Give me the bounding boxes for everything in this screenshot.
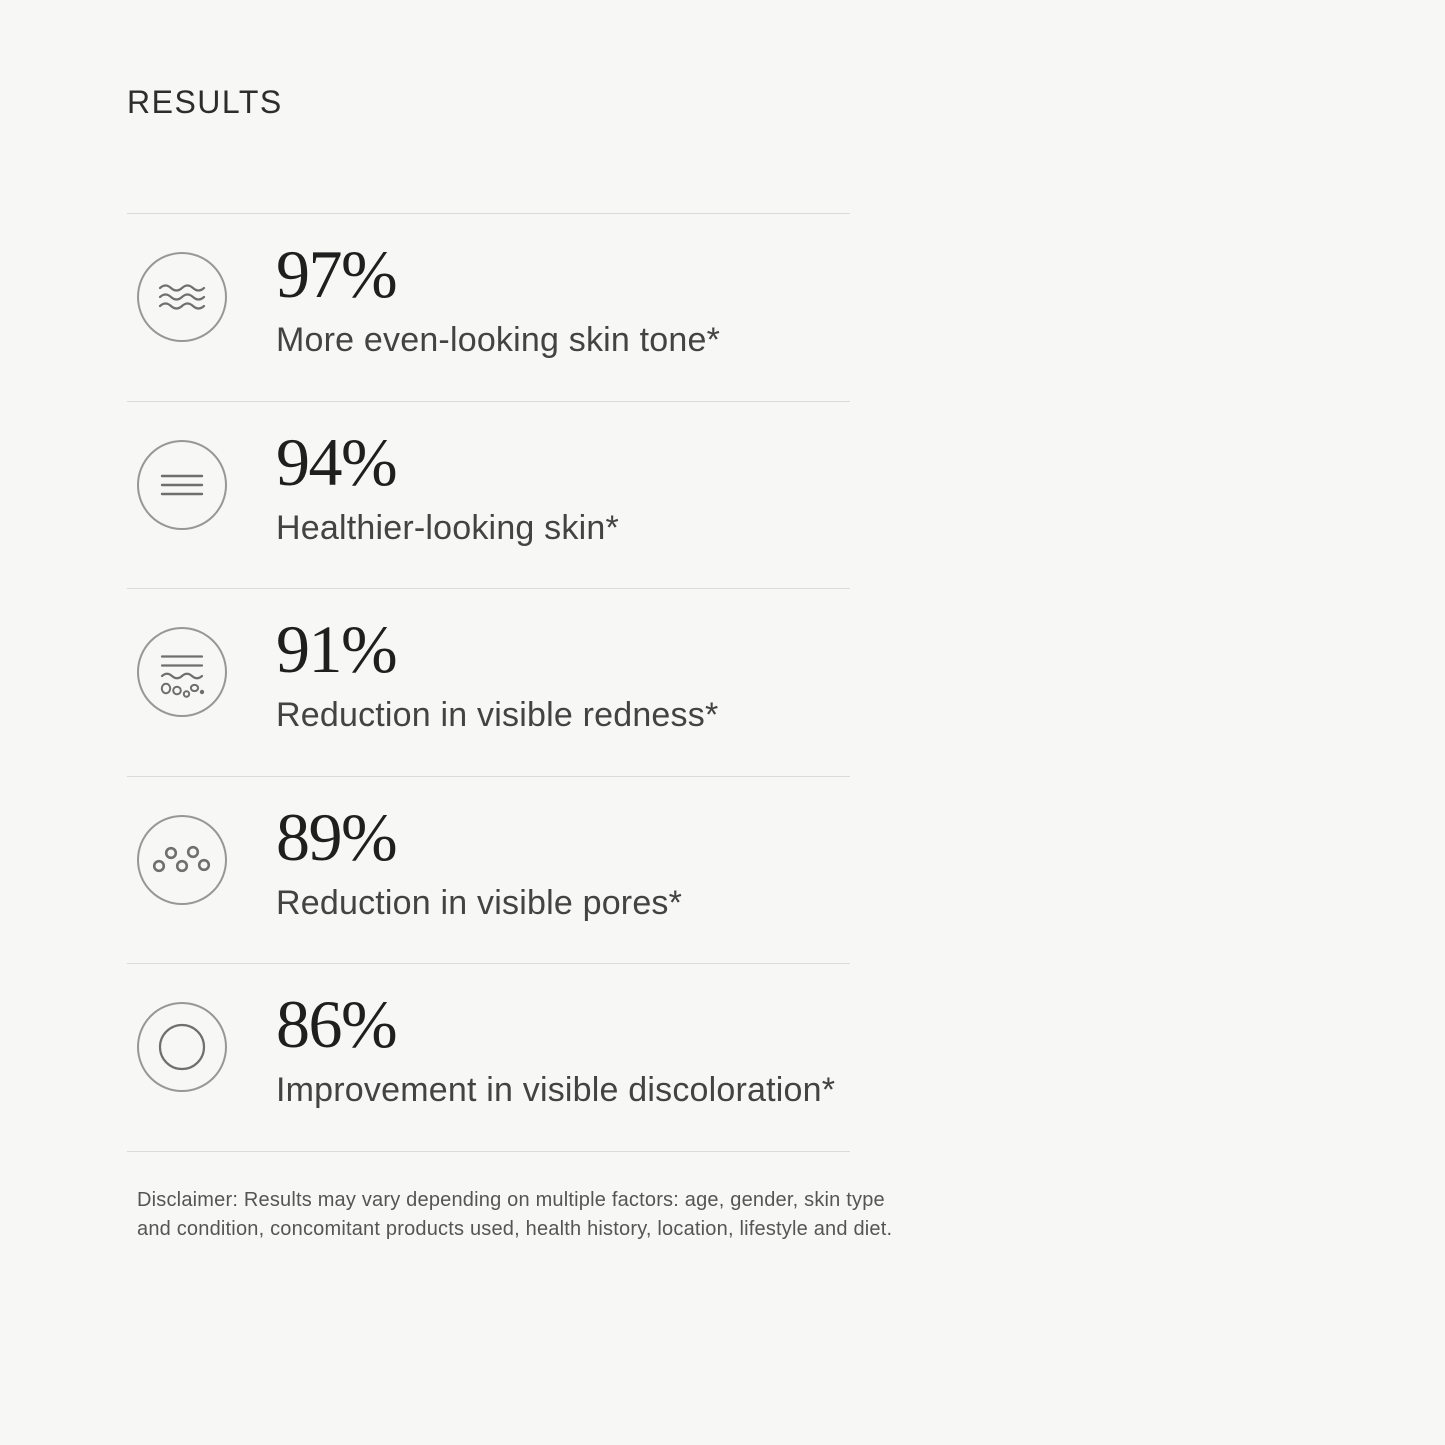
disclaimer-text: Disclaimer: Results may vary depending o… (137, 1189, 893, 1240)
discoloration-icon (137, 1002, 227, 1092)
result-percent: 94% (276, 423, 398, 500)
section-title: RESULTS (127, 84, 283, 120)
result-row: 91% Reduction in visible redness* (127, 588, 850, 776)
result-row: 86% Improvement in visible discoloration… (127, 963, 850, 1151)
results-list: 97% More even-looking skin tone* 94% Hea… (127, 213, 850, 1152)
result-label: Reduction in visible redness* (276, 696, 719, 734)
result-text-block: 91% Reduction in visible redness* (276, 589, 850, 735)
lines-icon (137, 439, 227, 530)
result-text-block: 86% Improvement in visible discoloration… (276, 964, 850, 1110)
waves-icon (137, 252, 227, 342)
result-label: Reduction in visible pores* (276, 883, 683, 922)
result-percent: 86% (276, 986, 398, 1062)
result-label: Healthier-looking skin* (276, 508, 619, 547)
result-label: Improvement in visible discoloration* (276, 1071, 836, 1109)
result-text-block: 89% Reduction in visible pores* (276, 777, 850, 923)
result-percent: 89% (276, 798, 398, 875)
result-row: 94% Healthier-looking skin* (127, 400, 850, 589)
result-row: 97% More even-looking skin tone* (127, 213, 850, 401)
result-row: 89% Reduction in visible pores* (127, 775, 850, 964)
pores-icon (137, 814, 227, 905)
result-text-block: 97% More even-looking skin tone* (276, 214, 850, 360)
result-label: More even-looking skin tone* (276, 321, 721, 359)
result-text-block: 94% Healthier-looking skin* (276, 402, 850, 548)
result-percent: 97% (276, 236, 398, 312)
skin-redness-icon (137, 627, 227, 717)
result-percent: 91% (276, 611, 398, 687)
